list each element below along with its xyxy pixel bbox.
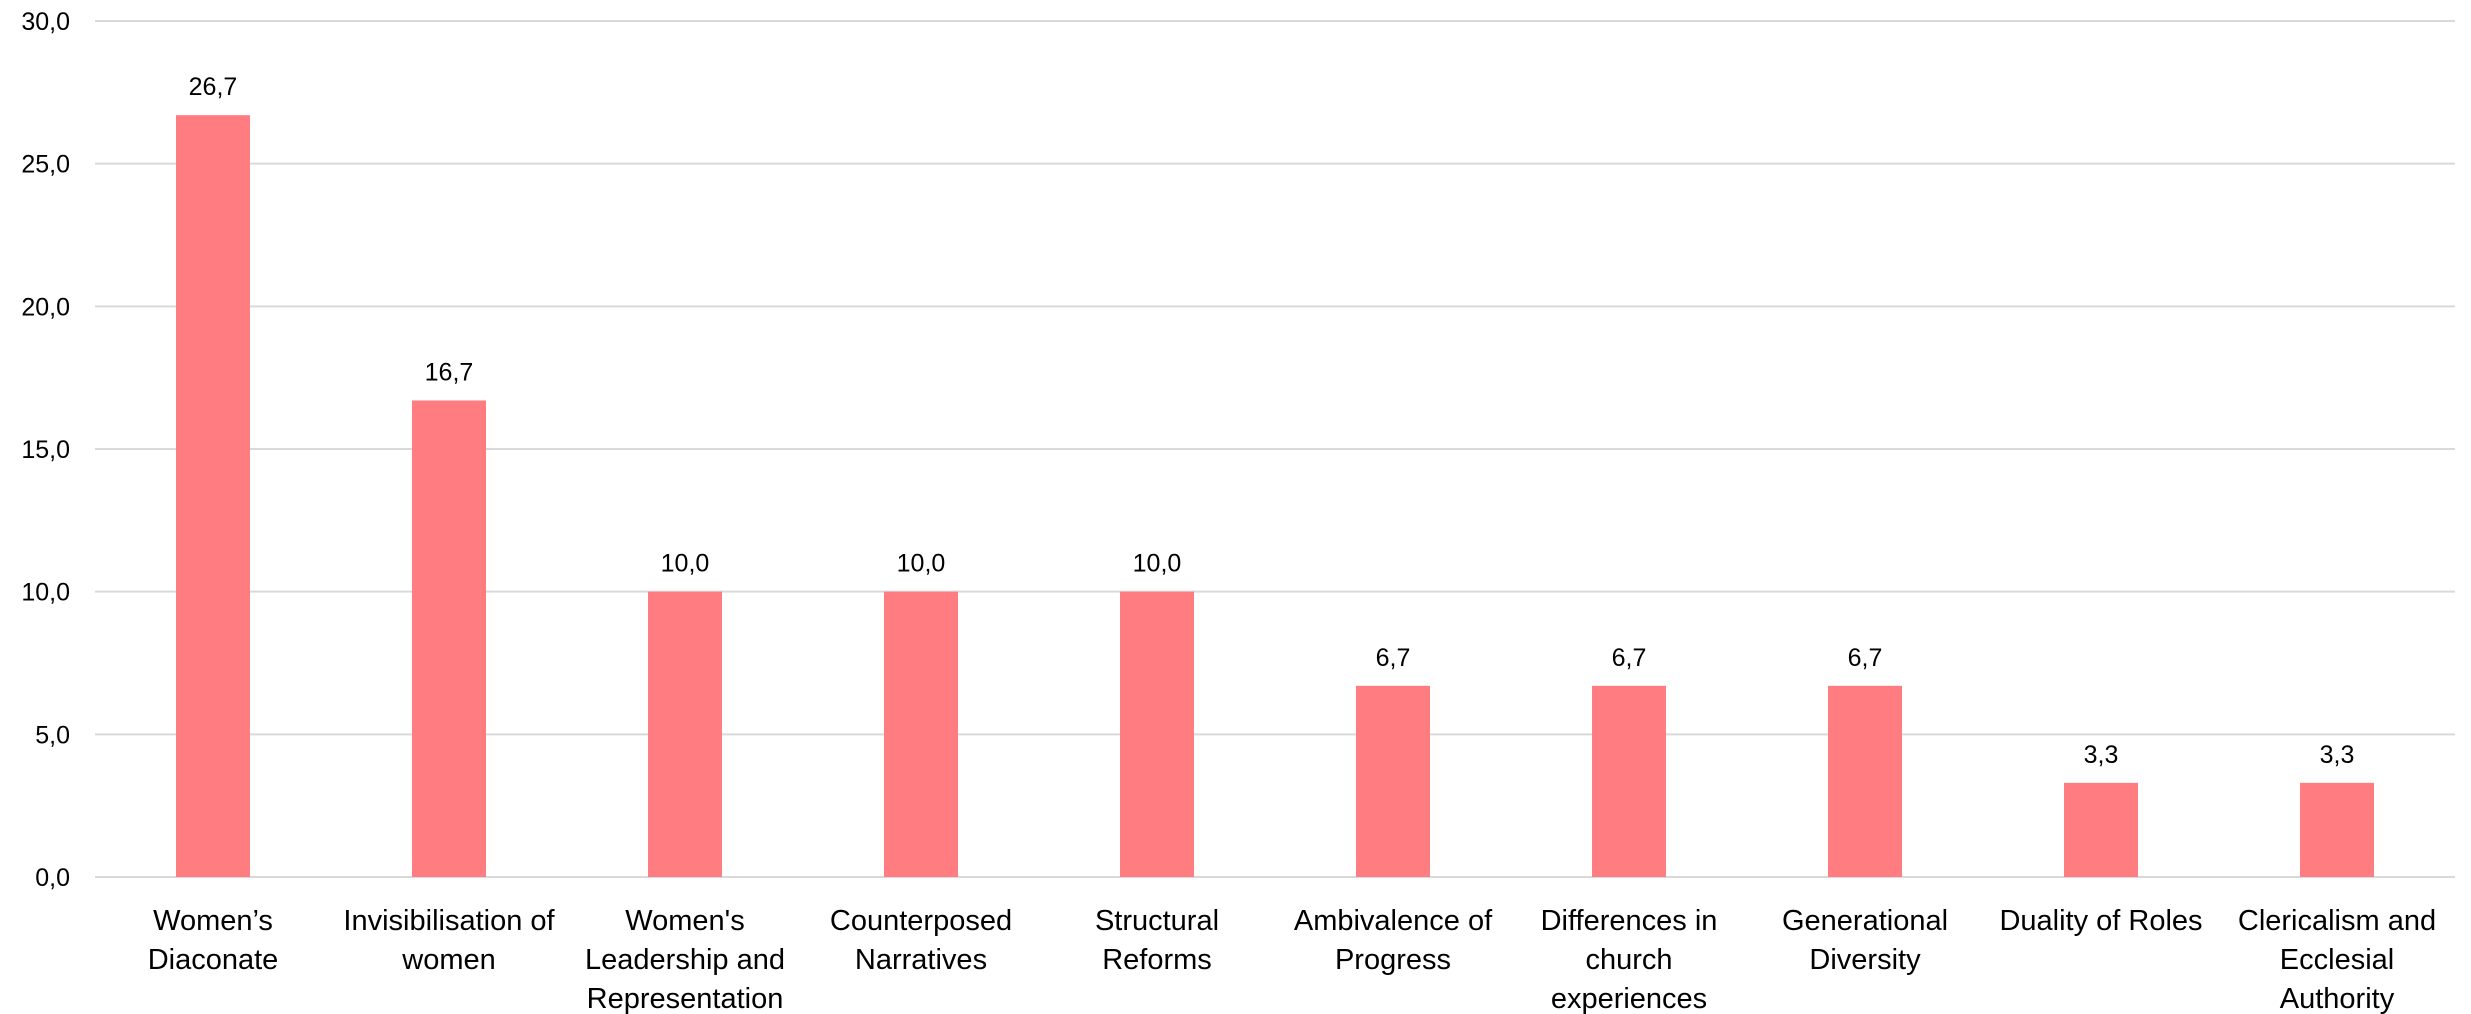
x-tick-label: Ambivalence of Progress <box>1294 905 1493 976</box>
data-label: 6,7 <box>1376 644 1411 672</box>
x-tick-label: Invisibilisation of women <box>343 905 555 976</box>
y-axis-ticks: 0,0 5,0 10,0 15,0 20,0 25,0 30,0 <box>21 8 70 892</box>
y-tick-label: 15,0 <box>21 436 70 464</box>
gridlines <box>95 20 2455 878</box>
x-tick-label: Women’s Diaconate <box>148 905 279 976</box>
x-axis-ticks: Women’s Diaconate Invisibilisation of women… <box>148 905 2436 1014</box>
x-tick-label: Clericalism and Ecclesial Authority <box>2238 905 2436 1014</box>
y-tick-label: 5,0 <box>35 721 70 749</box>
bar <box>1592 685 1666 877</box>
x-tick-label: Structural Reforms <box>1095 905 1219 976</box>
bar <box>1828 685 1902 877</box>
bar <box>648 591 722 877</box>
y-tick-label: 20,0 <box>21 293 70 321</box>
bar <box>2300 782 2374 877</box>
data-label: 10,0 <box>661 550 710 578</box>
data-label: 6,7 <box>1848 644 1883 672</box>
bar <box>1120 591 1194 877</box>
data-label: 3,3 <box>2084 741 2119 769</box>
bar <box>1356 685 1430 877</box>
data-label: 16,7 <box>425 358 474 386</box>
y-tick-label: 0,0 <box>35 864 70 892</box>
x-tick-label: Counterposed Narratives <box>830 905 1012 976</box>
data-label: 3,3 <box>2320 741 2355 769</box>
x-tick-label: Differences in church experiences <box>1541 905 1718 1014</box>
x-tick-label: Duality of Roles <box>1999 905 2202 937</box>
bar <box>412 400 486 877</box>
bars <box>176 115 2374 877</box>
data-label: 6,7 <box>1612 644 1647 672</box>
bar <box>176 115 250 877</box>
y-tick-label: 10,0 <box>21 579 70 607</box>
data-label: 10,0 <box>897 550 946 578</box>
bar <box>884 591 958 877</box>
bar <box>2064 782 2138 877</box>
data-label: 10,0 <box>1133 550 1182 578</box>
x-tick-label: Generational Diversity <box>1782 905 1948 976</box>
data-labels: 26,7 16,7 10,0 10,0 10,0 6,7 6,7 6,7 3,3 3,3 <box>189 73 2355 769</box>
x-tick-label: Women's Leadership and Representation <box>585 905 785 1014</box>
y-tick-label: 25,0 <box>21 151 70 179</box>
data-label: 26,7 <box>189 73 238 101</box>
y-tick-label: 30,0 <box>21 8 70 36</box>
